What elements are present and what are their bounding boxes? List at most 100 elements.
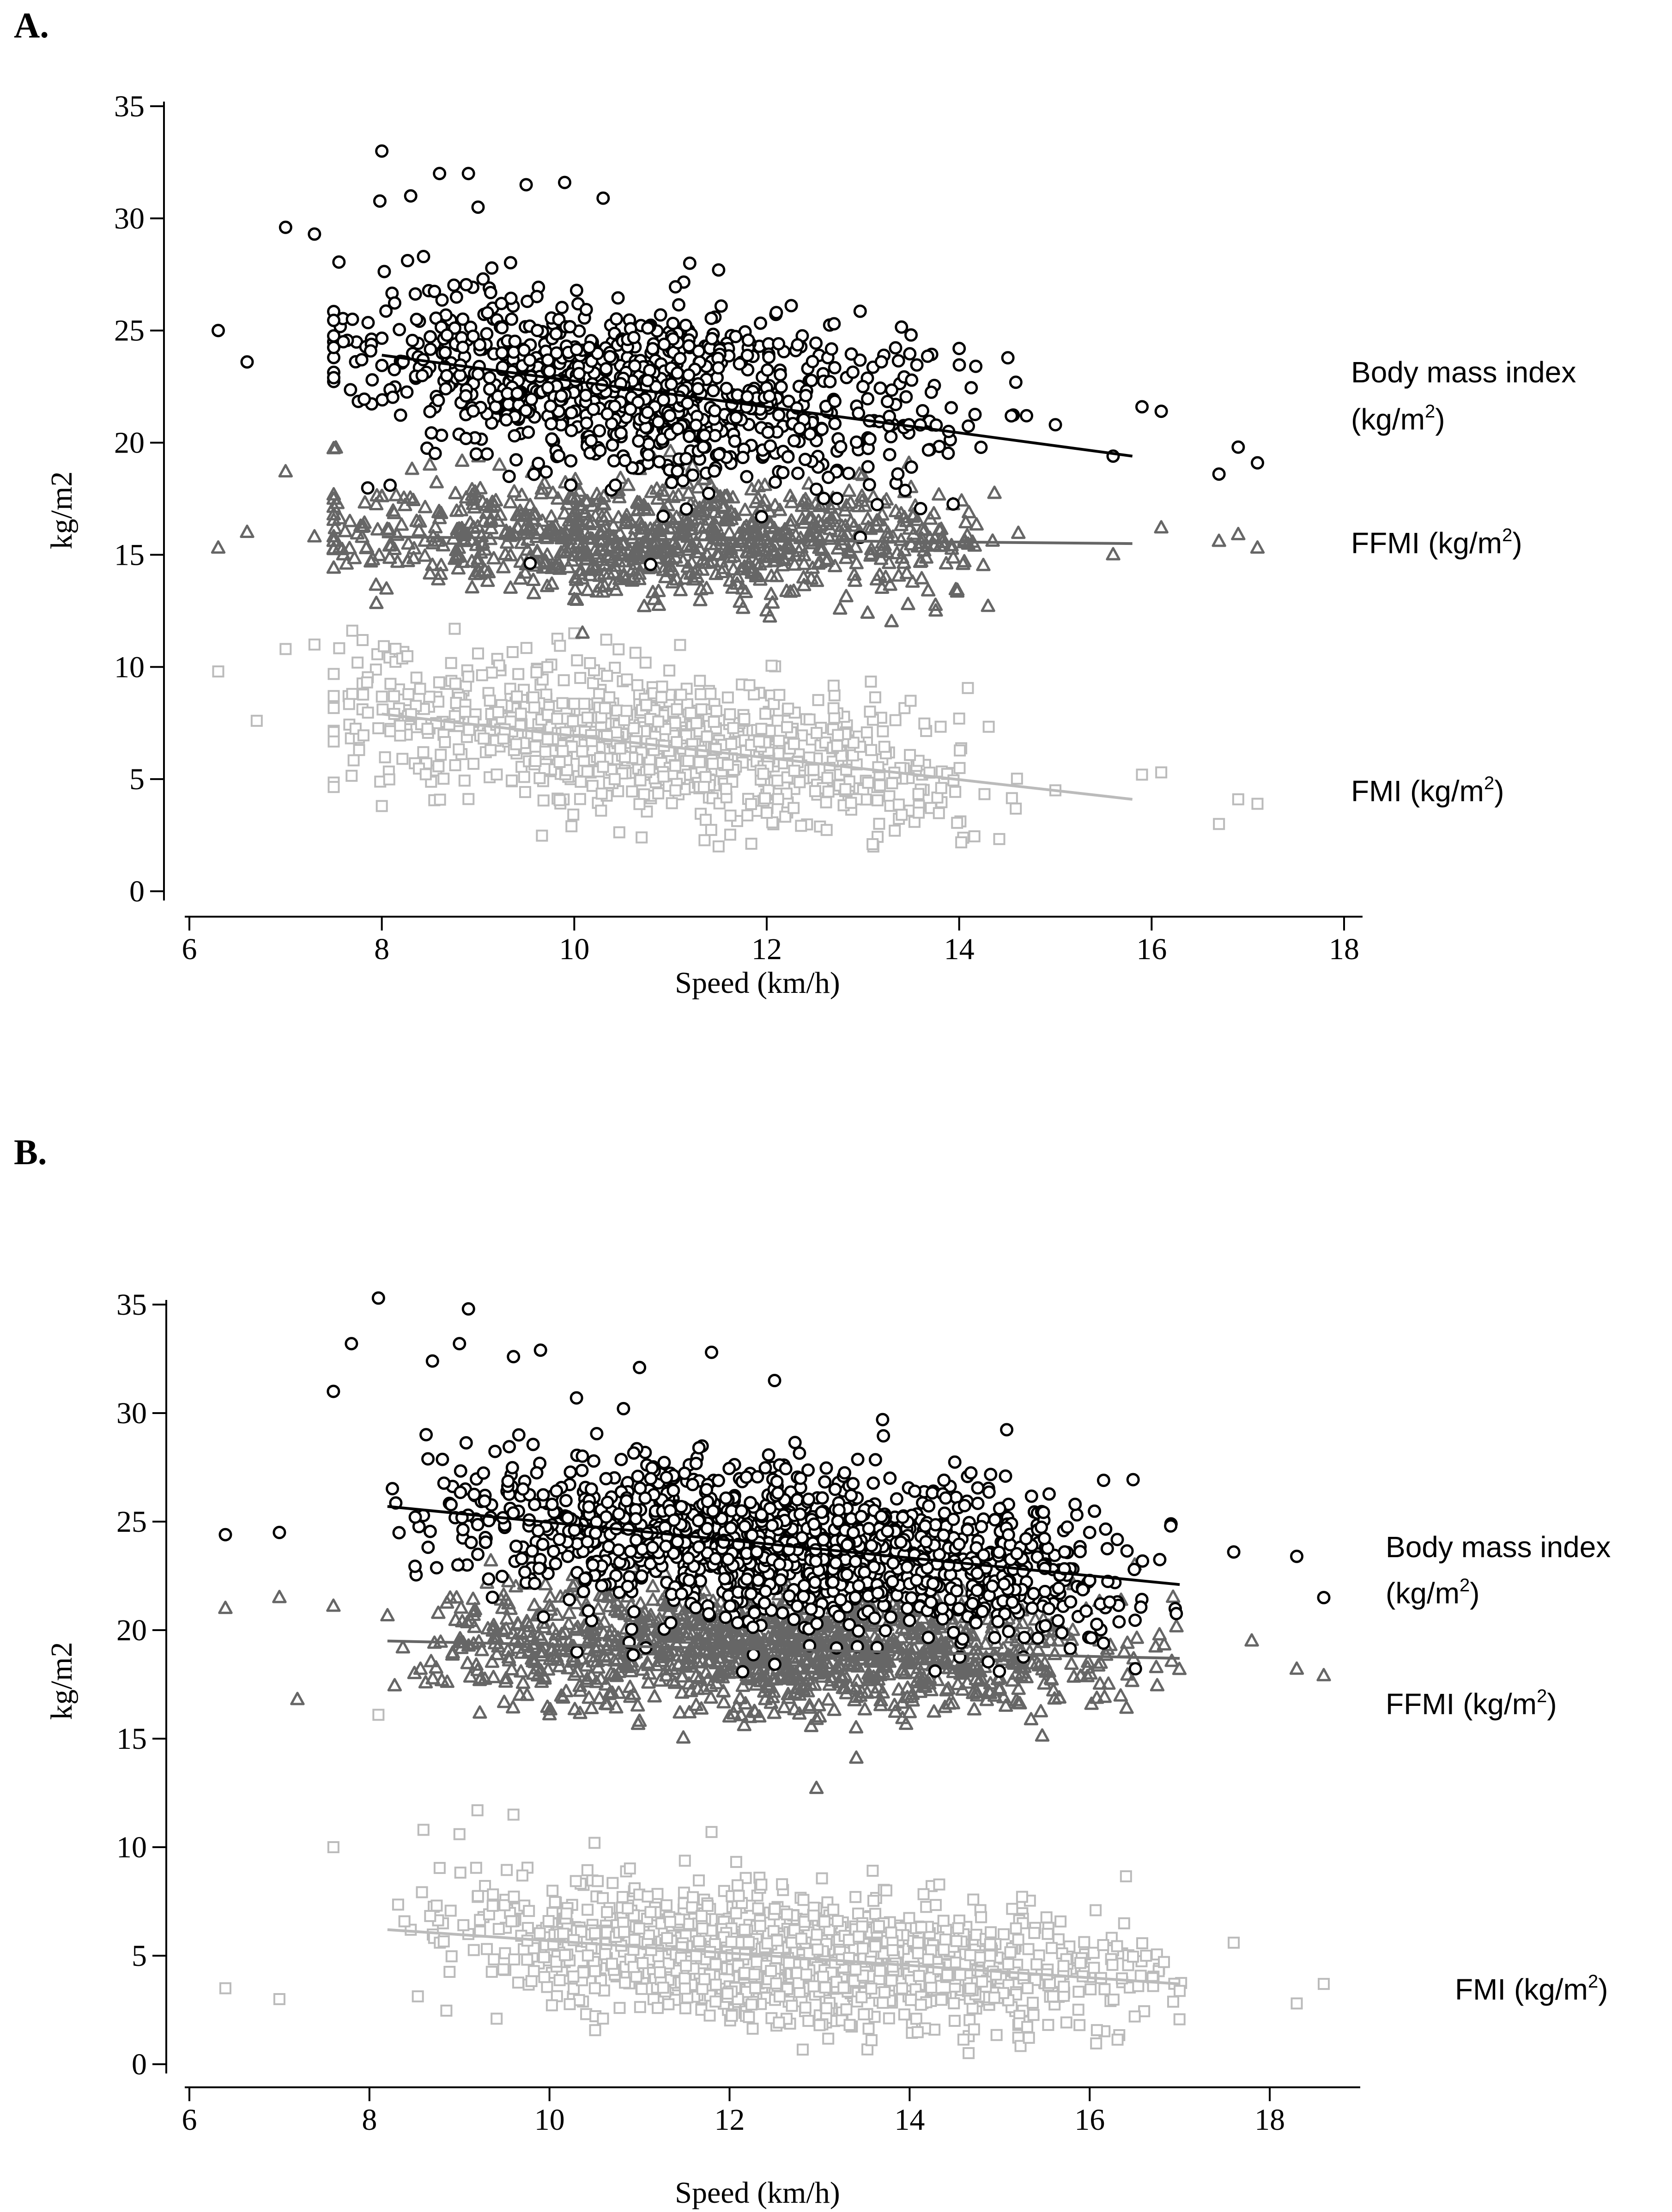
panel-a-bmi-point <box>555 301 569 314</box>
panel-b-fmi-point <box>1006 1903 1018 1915</box>
panel-b-fmi-point <box>733 1890 745 1902</box>
panel-a-fmi-point <box>343 698 355 710</box>
panel-a-ffmi-point <box>632 572 647 586</box>
panel-a-bmi-point <box>964 381 978 395</box>
panel-a-fmi-point <box>540 689 552 701</box>
panel-b-fmi-point <box>837 1982 850 1994</box>
panel-a-fmi-point <box>462 671 474 683</box>
panel-b-fmi-point <box>796 2043 809 2056</box>
panel-b-fmi-point <box>984 1950 996 1962</box>
panel-b-fmi-point <box>1027 1996 1039 2009</box>
panel-a-bmi-point <box>544 399 557 413</box>
panel-a-bmi-point <box>308 227 321 241</box>
panel-a-bmi-point <box>646 342 660 356</box>
panel-a-bmi-point <box>682 339 696 353</box>
panel-a-fmi-point <box>434 793 446 806</box>
panel-a-fmi-point <box>1011 773 1023 785</box>
panel-a-y-tick-label: 25 <box>114 314 145 348</box>
panel-b-fmi-point <box>1111 1940 1123 1952</box>
panel-b-fmi-point <box>976 1976 988 1988</box>
panel-b-fmi-point <box>703 2009 716 2022</box>
panel-a-bmi-point <box>447 278 461 292</box>
panel-a-bmi-point <box>517 343 531 357</box>
panel-a-bmi-point <box>495 346 509 360</box>
panel-b-fmi-point <box>430 1899 443 1912</box>
panel-a-fmi-point <box>745 798 757 810</box>
panel-a-fmi-point <box>449 677 461 690</box>
panel-a-bmi-point <box>691 382 705 396</box>
panel-a-bmi-point <box>849 435 863 449</box>
panel-a-fmi-point <box>529 740 542 753</box>
panel-a-bmi-point <box>768 475 782 489</box>
panel-a-bmi-point <box>433 167 447 181</box>
panel-b-fmi-point <box>651 1888 664 1900</box>
panel-a-fmi-point <box>782 702 794 715</box>
panel-a-bmi-point <box>641 448 655 462</box>
panel-a-bmi-point <box>484 285 497 299</box>
panel-a-bmi-point <box>1020 409 1033 423</box>
panel-a-bmi-point <box>952 342 966 356</box>
panel-a-fmi-point <box>467 757 480 770</box>
panel-a-fmi-point <box>574 672 587 684</box>
panel-a-fmi-point <box>612 643 625 656</box>
panel-b-fmi-point <box>822 2032 835 2045</box>
panel-b-fmi-point <box>721 1987 734 2000</box>
panel-a-fmi-point <box>759 707 772 720</box>
panel-a-bmi-point <box>424 426 438 440</box>
panel-a-bmi-point <box>806 355 819 369</box>
panel-a-bmi-point <box>793 422 806 435</box>
panel-b-fmi-point <box>1045 1942 1058 1954</box>
panel-b-fmi-point <box>525 1975 538 1987</box>
panel-b-fmi-point <box>508 1891 520 1903</box>
panel-a-bmi-point <box>679 452 693 465</box>
panel-a-x-tick-label: 14 <box>944 932 975 966</box>
panel-a-bmi-point <box>704 311 718 325</box>
panel-a-fmi-point <box>529 755 542 767</box>
panel-a-fmi-point <box>376 690 388 703</box>
panel-a-bmi-point <box>554 389 568 403</box>
panel-a-fmi-point <box>536 829 548 842</box>
panel-a-fmi-point <box>327 690 340 702</box>
panel-b-fmi-point <box>950 1935 963 1947</box>
panel-b-fmi-point <box>433 1861 446 1874</box>
panel-a-fmi-point <box>394 719 406 732</box>
panel-b-fmi-point <box>954 1969 966 1981</box>
panel-b-fmi-point <box>630 1970 642 1983</box>
panel-a-bmi-point <box>809 336 823 350</box>
panel-b-fmi-point <box>725 1935 738 1948</box>
panel-a-fmi-point <box>839 783 852 795</box>
panel-b-fmi-point <box>1090 2024 1103 2037</box>
panel-a-bmi-point <box>846 365 860 379</box>
panel-b-fmi-point <box>990 2029 1003 2041</box>
panel-a-fmi-point <box>771 714 784 727</box>
panel-a-fmi-point <box>954 744 966 757</box>
panel-b-fmi-point <box>754 1920 766 1932</box>
panel-a-fmi-point <box>698 834 711 846</box>
panel-a-fmi-point <box>576 745 588 757</box>
panel-b-fmi-point <box>1073 2019 1086 2031</box>
panel-a-bmi-point <box>365 373 379 387</box>
panel-a-bmi-point <box>729 330 743 344</box>
panel-b-fmi-point <box>813 2019 826 2031</box>
panel-b-fmi-point <box>807 1980 820 1993</box>
panel-b-fmi-point <box>1057 1960 1070 1972</box>
panel-a-fmi-point <box>889 824 901 837</box>
panel-a-bmi-point <box>375 144 389 158</box>
panel-a-points <box>211 144 1265 853</box>
panel-b-fmi-point <box>818 1916 831 1928</box>
panel-a-fmi-point <box>574 793 586 805</box>
panel-a-fmi-point <box>912 788 925 800</box>
panel-a-y-tick-label: 5 <box>129 762 145 796</box>
panel-a-fmi-point <box>795 820 807 832</box>
panel-a-bmi-point <box>357 392 371 406</box>
panel-b-fmi-point <box>773 2016 785 2029</box>
panel-a-fmi-point <box>554 640 566 652</box>
panel-a-bmi-point <box>671 464 685 478</box>
panel-a-fmi-point <box>613 826 625 839</box>
panel-a-label: A. <box>14 5 49 45</box>
panel-b-fmi-point <box>812 1943 824 1956</box>
panel-b-fmi-point <box>752 1902 764 1915</box>
panel-a-fmi-point <box>820 824 833 836</box>
panel-a-fmi-point <box>904 749 916 761</box>
panel-a-fmi-point <box>586 780 599 792</box>
